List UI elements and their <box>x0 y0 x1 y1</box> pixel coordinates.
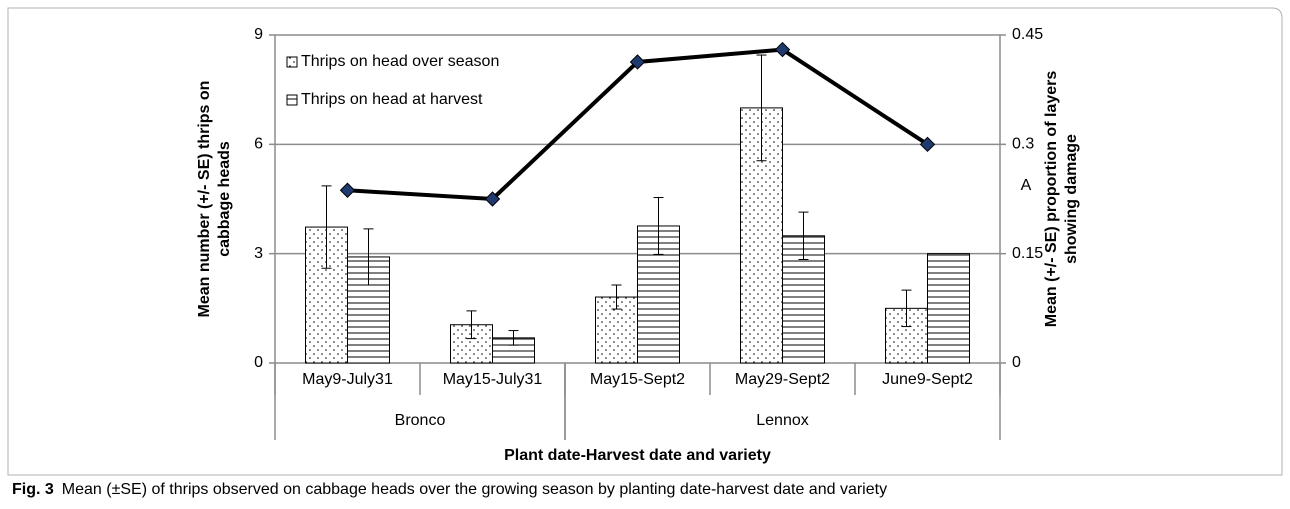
group-label: Bronco <box>395 412 446 429</box>
line-marker <box>339 182 356 198</box>
y-tick-label: 3 <box>254 245 263 262</box>
annotation: A <box>1021 177 1032 194</box>
error-bar <box>798 211 809 260</box>
legend-label: Thrips on head at harvest <box>301 91 483 108</box>
line-marker <box>919 136 936 153</box>
y-tick-label: 9 <box>254 26 263 43</box>
y-axis-title: Mean number (+/- SE) thrips on <box>196 81 213 318</box>
error-bar <box>611 284 622 310</box>
line-marker <box>774 41 791 58</box>
y2-axis-title: showing damage <box>1063 134 1080 264</box>
caption-text: Mean (±SE) of thrips observed on cabbage… <box>62 481 887 498</box>
y2-tick-label: 0.15 <box>1012 245 1043 262</box>
group-label: Lennox <box>756 412 809 429</box>
error-bar <box>901 289 912 328</box>
y-axis-title: cabbage heads <box>216 141 233 257</box>
error-bar <box>508 330 519 346</box>
error-bar <box>653 197 664 255</box>
legend-swatch <box>286 56 298 68</box>
x-axis-title: Plant date-Harvest date and variety <box>504 447 771 464</box>
x-tick-label: May15-Sept2 <box>590 371 685 388</box>
y2-tick-label: 0 <box>1012 354 1021 371</box>
line-marker <box>629 54 646 70</box>
caption-label: Fig. 3 <box>12 481 54 498</box>
error-bar <box>466 310 477 340</box>
caption: Fig. 3 Mean (±SE) of thrips observed on c… <box>12 481 887 498</box>
error-bar <box>756 54 767 162</box>
y2-tick-label: 0.3 <box>1012 136 1034 153</box>
line <box>347 47 929 202</box>
error-bar <box>363 228 374 286</box>
legend-swatch <box>286 94 298 106</box>
x-tick-label: May29-Sept2 <box>735 371 830 388</box>
y2-tick-label: 0.45 <box>1012 26 1043 43</box>
x-tick-label: June9-Sept2 <box>882 371 973 388</box>
bar <box>927 253 970 364</box>
line-marker <box>484 191 501 207</box>
error-bar <box>321 185 332 269</box>
legend-label: Thrips on head over season <box>301 53 499 70</box>
x-tick-label: May15-July31 <box>443 371 543 388</box>
figure-border <box>7 7 1283 476</box>
x-tick-label: May9-July31 <box>302 371 393 388</box>
y-tick-label: 6 <box>254 136 263 153</box>
y2-axis-title: Mean (+/- SE) proportion of layers <box>1043 71 1060 328</box>
y-tick-label: 0 <box>254 354 263 371</box>
